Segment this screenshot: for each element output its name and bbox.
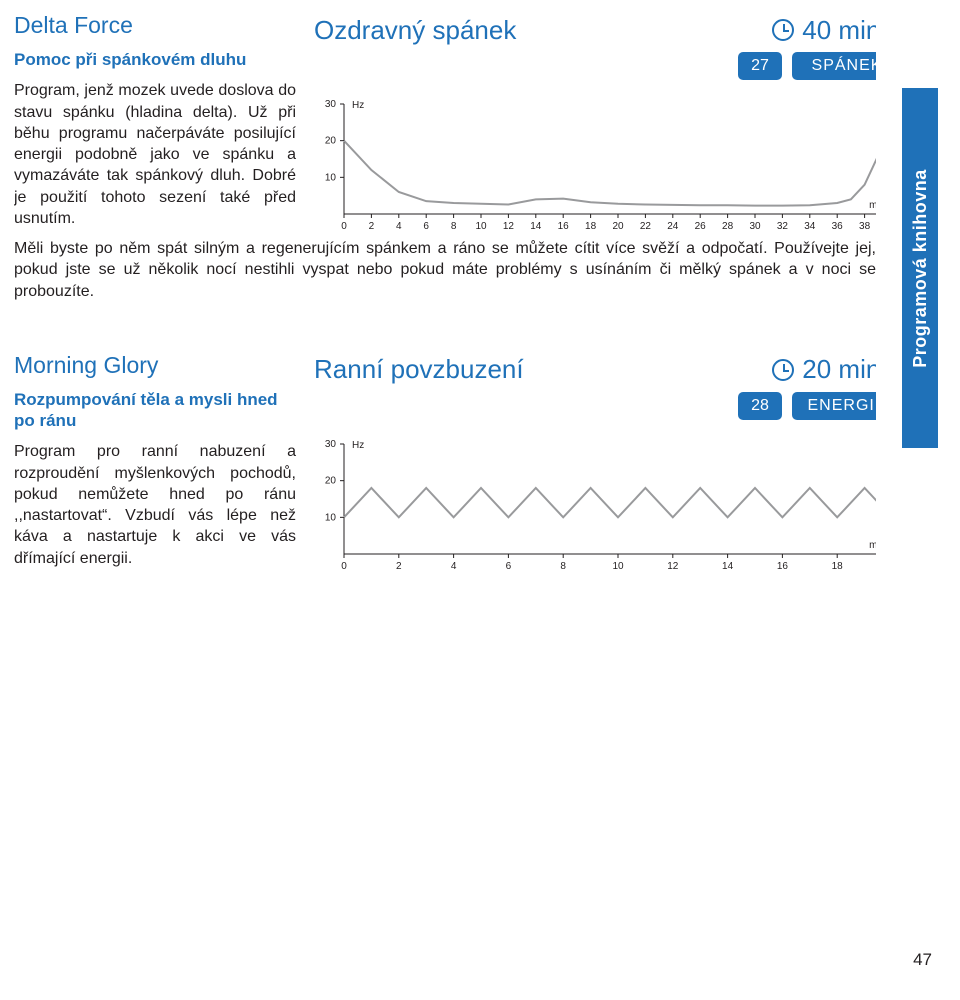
badge-row: 28 ENERGIE	[314, 392, 876, 420]
svg-text:12: 12	[667, 561, 679, 572]
svg-text:20: 20	[325, 475, 337, 486]
svg-text:Hz: Hz	[352, 100, 364, 111]
svg-text:38: 38	[859, 221, 871, 232]
program-duration: 20 minut	[772, 354, 876, 385]
svg-text:16: 16	[558, 221, 570, 232]
program-description: Program pro ranní nabuzení a rozproudění…	[14, 441, 296, 569]
program-category-badge: SPÁNEK	[792, 52, 876, 80]
duration-text: 40 minut	[802, 15, 876, 46]
svg-text:10: 10	[475, 221, 487, 232]
svg-text:18: 18	[832, 561, 844, 572]
svg-text:36: 36	[832, 221, 844, 232]
svg-text:6: 6	[506, 561, 512, 572]
entry-left-column: Delta Force Pomoc při spánkovém dluhu Pr…	[14, 12, 314, 229]
svg-text:16: 16	[777, 561, 789, 572]
entry-right-column: Ozdravný spánek 40 minut 27 SPÁNEK 10203…	[314, 12, 876, 236]
svg-text:8: 8	[451, 221, 457, 232]
svg-text:4: 4	[451, 561, 457, 572]
svg-text:12: 12	[503, 221, 515, 232]
program-name: Delta Force	[14, 12, 296, 39]
program-subtitle: Rozpumpování těla a mysli hned po ránu	[14, 389, 296, 432]
program-full-description: Měli byste po něm spát silným a regeneru…	[14, 236, 876, 302]
svg-text:8: 8	[560, 561, 566, 572]
svg-text:Hz: Hz	[352, 440, 364, 451]
svg-text:0: 0	[341, 561, 347, 572]
svg-text:2: 2	[396, 561, 402, 572]
frequency-chart: 1020300246810121416182022242628303234363…	[314, 96, 876, 236]
svg-text:0: 0	[341, 221, 347, 232]
frequency-chart: 10203002468101214161820Hzmin.	[314, 436, 876, 576]
program-number-badge: 28	[738, 392, 782, 420]
svg-text:34: 34	[804, 221, 816, 232]
badge-row: 27 SPÁNEK	[314, 52, 876, 80]
program-category-badge: ENERGIE	[792, 392, 876, 420]
svg-text:min.: min.	[869, 540, 876, 551]
svg-text:14: 14	[722, 561, 734, 572]
program-entry: Morning Glory Rozpumpování těla a mysli …	[14, 352, 876, 578]
svg-text:30: 30	[325, 99, 337, 110]
program-title: Ranní povzbuzení	[314, 354, 524, 385]
svg-text:22: 22	[640, 221, 652, 232]
svg-text:32: 32	[777, 221, 789, 232]
program-full-description	[14, 576, 876, 578]
entry-left-column: Morning Glory Rozpumpování těla a mysli …	[14, 352, 314, 569]
svg-text:24: 24	[667, 221, 679, 232]
page-number: 47	[913, 950, 932, 970]
entry-right-column: Ranní povzbuzení 20 minut 28 ENERGIE 102…	[314, 352, 876, 576]
program-name: Morning Glory	[14, 352, 296, 379]
side-tab-label: Programová knihovna	[910, 169, 931, 368]
program-duration: 40 minut	[772, 15, 876, 46]
program-entry: Delta Force Pomoc při spánkovém dluhu Pr…	[14, 12, 876, 302]
side-tab: Programová knihovna	[902, 88, 938, 448]
svg-text:20: 20	[612, 221, 624, 232]
svg-text:14: 14	[530, 221, 542, 232]
program-number-badge: 27	[738, 52, 782, 80]
clock-icon	[772, 359, 794, 381]
clock-icon	[772, 19, 794, 41]
entry-header-row: Ranní povzbuzení 20 minut	[314, 352, 876, 388]
duration-text: 20 minut	[802, 354, 876, 385]
svg-text:20: 20	[325, 136, 337, 147]
program-title: Ozdravný spánek	[314, 15, 516, 46]
svg-text:30: 30	[325, 439, 337, 450]
svg-text:6: 6	[423, 221, 429, 232]
page-content: Delta Force Pomoc při spánkovém dluhu Pr…	[0, 0, 900, 640]
program-subtitle: Pomoc při spánkovém dluhu	[14, 49, 296, 70]
svg-text:min.: min.	[869, 200, 876, 211]
svg-text:10: 10	[325, 172, 337, 183]
svg-text:2: 2	[369, 221, 375, 232]
svg-text:10: 10	[612, 561, 624, 572]
program-description: Program, jenž mozek uvede doslova do sta…	[14, 80, 296, 229]
entry-header-row: Ozdravný spánek 40 minut	[314, 12, 876, 48]
svg-text:30: 30	[749, 221, 761, 232]
svg-text:18: 18	[585, 221, 597, 232]
svg-text:26: 26	[695, 221, 707, 232]
svg-text:4: 4	[396, 221, 402, 232]
svg-text:10: 10	[325, 512, 337, 523]
svg-text:28: 28	[722, 221, 734, 232]
